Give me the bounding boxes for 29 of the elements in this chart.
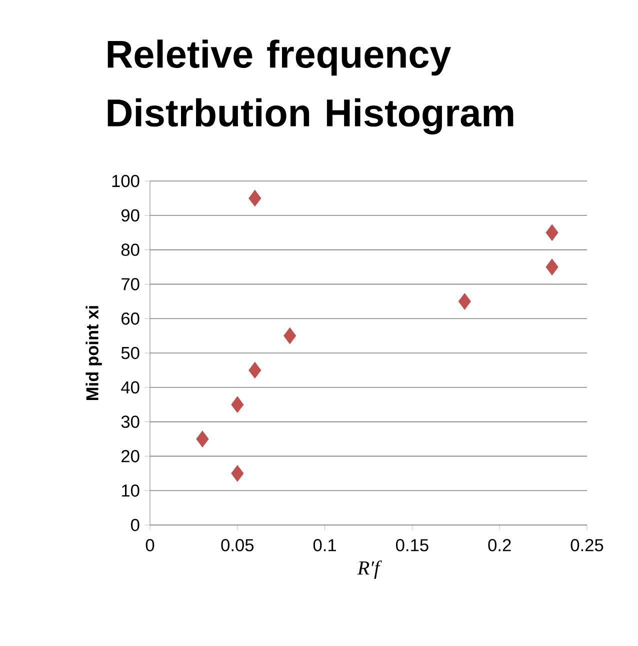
point xyxy=(231,465,244,482)
point xyxy=(248,362,262,378)
y-tick-label: 30 xyxy=(121,416,140,428)
point xyxy=(248,190,262,206)
chart-title: Reletive frequency Distrbution Histogram xyxy=(108,40,514,134)
y-tick-label: 20 xyxy=(122,450,140,462)
x-axis-title: R′f xyxy=(357,560,382,579)
x-tick-label: 0.2 xyxy=(488,539,511,552)
y-tick-label: 0 xyxy=(130,518,140,532)
y-axis-title: Mid point xi xyxy=(86,306,102,400)
x-tick-label: 0.15 xyxy=(396,539,428,552)
point xyxy=(231,396,244,413)
y-tick-label: 60 xyxy=(122,312,140,325)
point xyxy=(196,430,209,448)
point xyxy=(284,328,296,344)
y-tick-label: 80 xyxy=(121,244,140,256)
y-tick-label: 100 xyxy=(112,174,140,188)
y-tick-label: 50 xyxy=(121,346,140,360)
x-tick-label: 0.25 xyxy=(570,539,604,552)
x-tick-label: 0 xyxy=(146,539,154,552)
x-tick-label: 0.1 xyxy=(313,539,336,552)
point xyxy=(546,224,558,241)
point xyxy=(458,293,471,310)
y-tick-label: 90 xyxy=(121,209,140,222)
x-tick-label: 0.05 xyxy=(221,539,254,552)
point xyxy=(546,258,558,276)
y-tick-label: 10 xyxy=(122,484,140,497)
y-tick-label: 40 xyxy=(121,381,140,394)
y-tick-label: 70 xyxy=(122,278,140,290)
